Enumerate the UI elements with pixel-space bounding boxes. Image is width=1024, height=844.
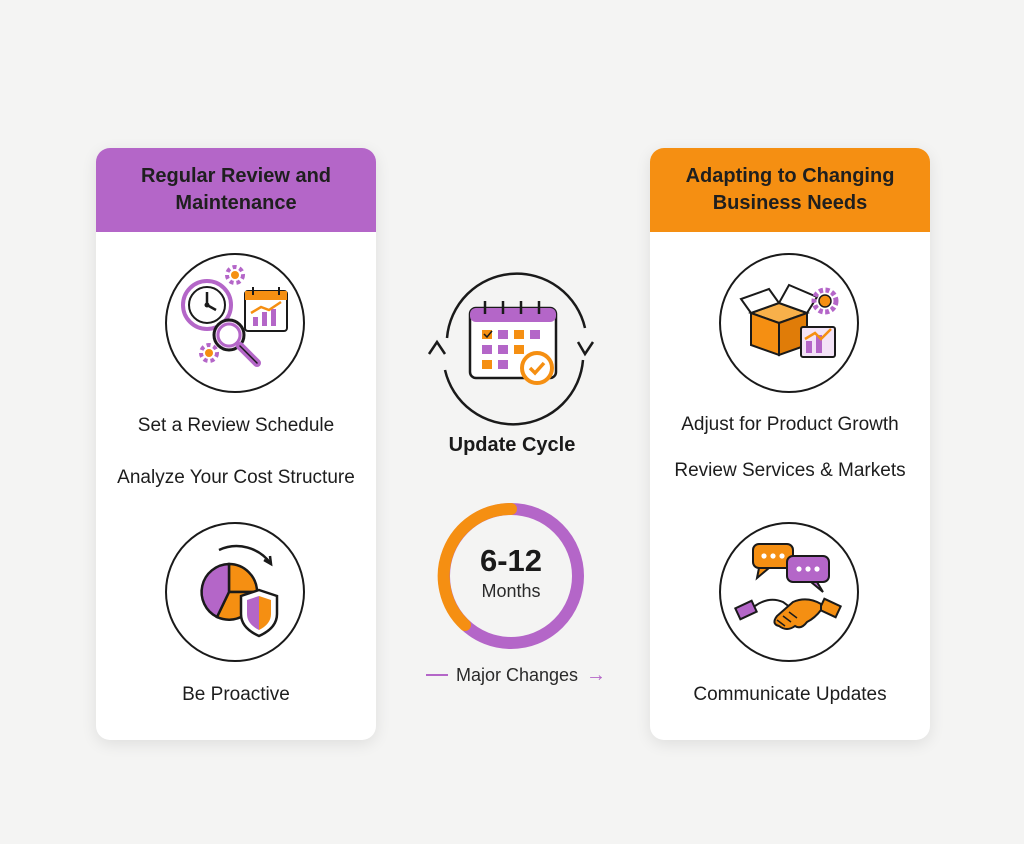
cost-structure-pie-shield-icon xyxy=(165,522,305,662)
donut-unit: Months xyxy=(481,581,541,601)
business-needs-title: Adapting to Changing Business Needs xyxy=(650,148,930,232)
communicate-updates-item: Communicate Updates xyxy=(693,684,887,705)
analyze-cost-structure-item: Analyze Your Cost Structure xyxy=(117,467,355,488)
schedule-review-icon xyxy=(165,253,305,393)
review-services-markets-item: Review Services & Markets xyxy=(674,460,906,481)
adjust-product-growth-item: Adjust for Product Growth xyxy=(681,414,899,435)
review-maintenance-card: Regular Review and Maintenance xyxy=(96,148,376,740)
calendar-cycle-icon xyxy=(427,272,595,426)
major-changes-note: Major Changes → xyxy=(420,662,612,688)
months-donut-ring xyxy=(437,502,584,649)
update-cycle-label: Update Cycle xyxy=(448,434,576,456)
dash-line xyxy=(425,674,448,676)
arrow-right-icon: → xyxy=(586,664,607,686)
chat-handshake-icon xyxy=(719,522,859,662)
set-review-schedule-item: Set a Review Schedule xyxy=(137,415,335,436)
product-box-growth-icon xyxy=(719,253,859,393)
be-proactive-item: Be Proactive xyxy=(182,684,290,705)
business-needs-card: Adapting to Changing Business Needs Adju… xyxy=(650,148,930,740)
donut-value: 6-12 xyxy=(479,543,543,578)
major-changes-label: Major Changes xyxy=(455,664,579,685)
review-maintenance-title: Regular Review and Maintenance xyxy=(96,148,376,232)
